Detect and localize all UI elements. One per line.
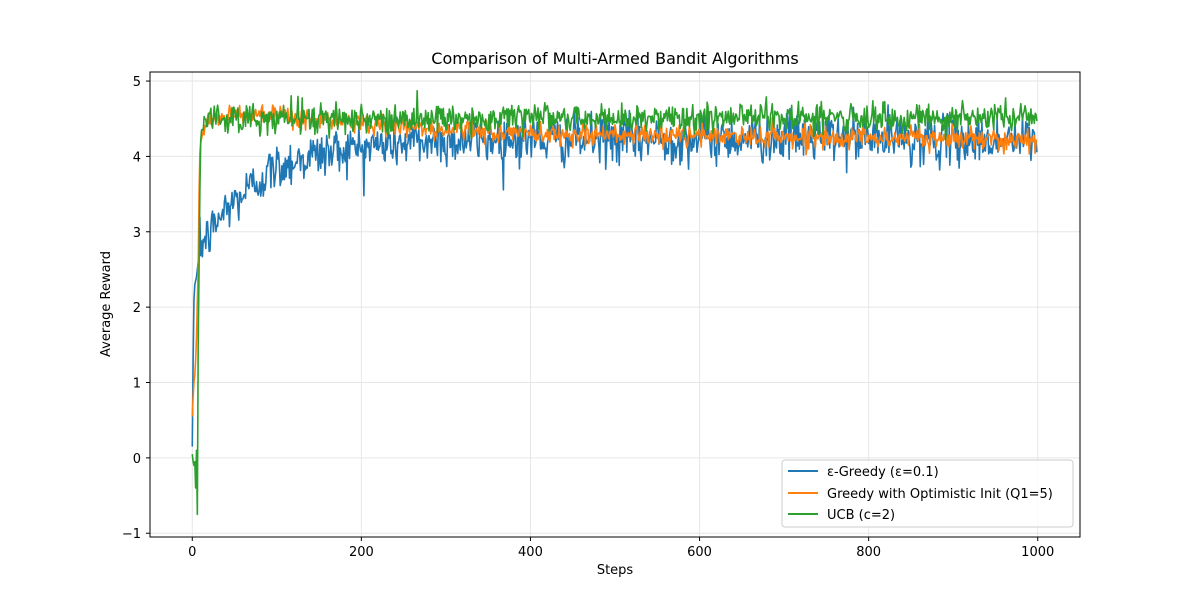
legend-label-optimistic-greedy: Greedy with Optimistic Init (Q1=5) (827, 487, 1053, 502)
legend: ε-Greedy (ε=0.1) Greedy with Optimistic … (781, 459, 1074, 528)
chart-title: Comparison of Multi-Armed Bandit Algorit… (431, 49, 798, 68)
y-tick-label: 3 (133, 226, 141, 241)
axis-ticks: 0 200 400 600 800 1000 −1 0 1 2 3 4 5 (122, 75, 1054, 560)
y-tick-label: 0 (133, 452, 141, 467)
series-ucb (191, 89, 1038, 516)
y-tick-label: 5 (133, 75, 141, 90)
y-tick-label: 1 (133, 377, 141, 392)
x-tick-label: 1000 (1021, 545, 1054, 560)
y-tick-label: −1 (122, 527, 141, 542)
plot-frame (149, 71, 1081, 538)
series-layer (191, 89, 1038, 516)
series-epsilon-greedy (191, 104, 1038, 447)
x-tick-label: 600 (687, 545, 712, 560)
x-tick-label: 0 (188, 545, 196, 560)
y-tick-label: 4 (133, 150, 141, 165)
y-axis-label: Average Reward (99, 251, 114, 357)
x-tick-label: 400 (518, 545, 543, 560)
x-tick-label: 800 (856, 545, 881, 560)
y-tick-label: 2 (133, 301, 141, 316)
x-axis-label: Steps (597, 563, 634, 578)
x-tick-label: 200 (349, 545, 374, 560)
legend-label-epsilon-greedy: ε-Greedy (ε=0.1) (827, 465, 939, 480)
legend-label-ucb: UCB (c=2) (827, 508, 895, 523)
series-optimistic-greedy (191, 104, 1038, 417)
legend-box (781, 459, 1074, 528)
